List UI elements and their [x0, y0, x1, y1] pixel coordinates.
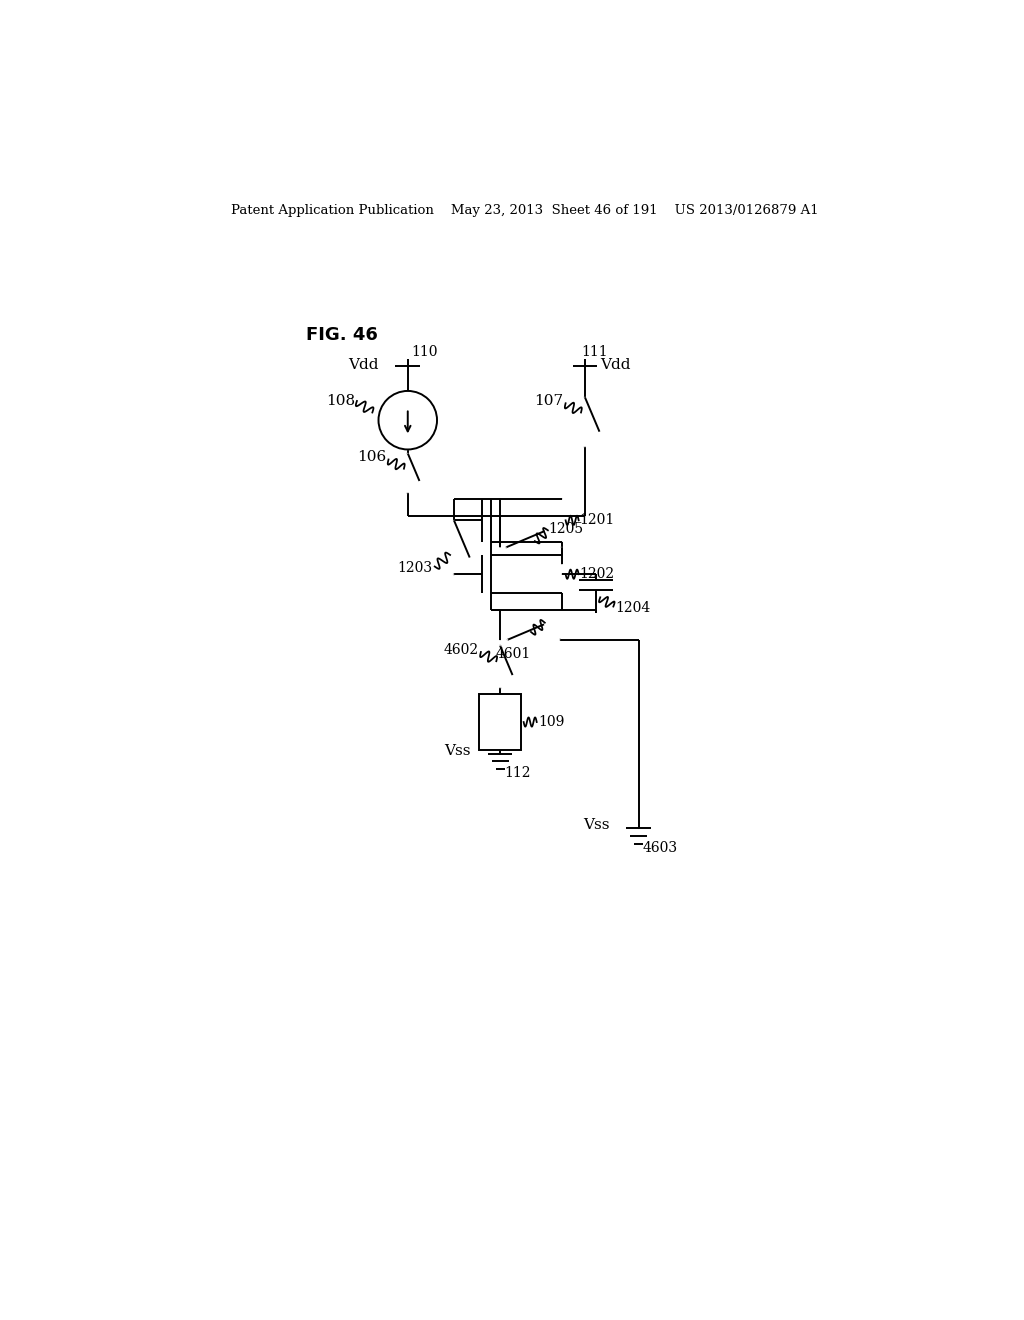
Text: 110: 110 — [412, 346, 438, 359]
Text: 109: 109 — [539, 715, 564, 729]
Text: Vdd: Vdd — [348, 358, 379, 372]
Text: 1202: 1202 — [580, 568, 614, 581]
Text: Patent Application Publication    May 23, 2013  Sheet 46 of 191    US 2013/01268: Patent Application Publication May 23, 2… — [231, 205, 818, 218]
Text: 1203: 1203 — [397, 561, 432, 576]
Text: 1204: 1204 — [614, 601, 650, 615]
Text: 108: 108 — [327, 393, 355, 408]
Text: 1201: 1201 — [580, 513, 614, 527]
Circle shape — [379, 391, 437, 449]
Text: FIG. 46: FIG. 46 — [306, 326, 378, 345]
Text: 1205: 1205 — [549, 521, 584, 536]
Text: Vdd: Vdd — [600, 358, 631, 372]
Text: 111: 111 — [581, 346, 607, 359]
Text: 4603: 4603 — [643, 841, 678, 854]
Text: 4601: 4601 — [496, 647, 530, 660]
Text: 107: 107 — [535, 393, 563, 408]
Text: 106: 106 — [357, 450, 386, 465]
Text: Vss: Vss — [444, 743, 471, 758]
Text: Vss: Vss — [583, 818, 609, 832]
Bar — [479, 694, 521, 750]
Text: 4602: 4602 — [443, 643, 478, 656]
Text: 112: 112 — [504, 766, 530, 780]
